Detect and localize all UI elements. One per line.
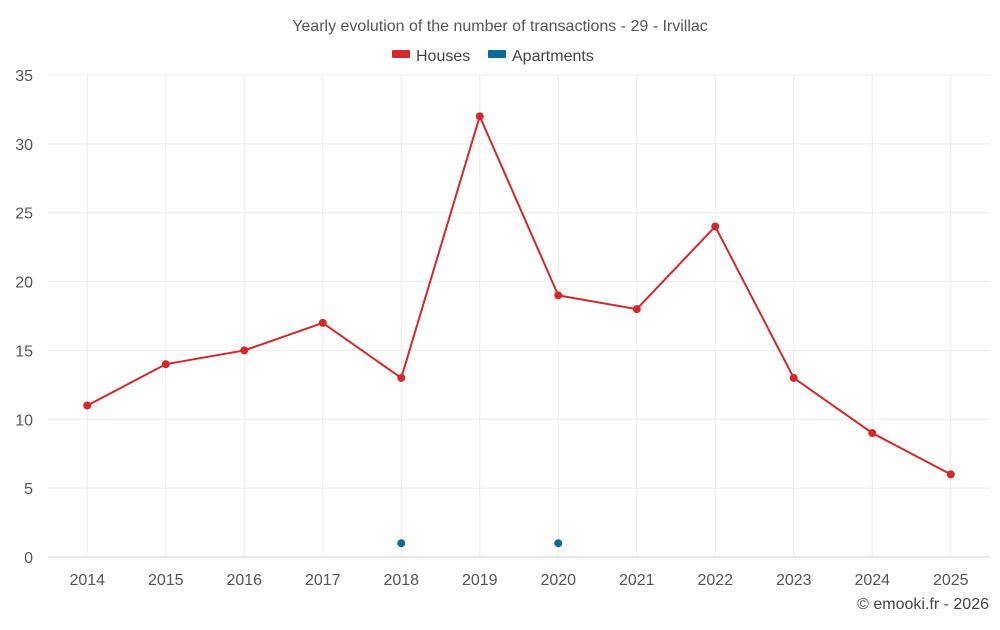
y-tick-label-0: 0 bbox=[24, 550, 33, 567]
legend-label-apartments: Apartments bbox=[512, 48, 594, 65]
x-tick-label-2015: 2015 bbox=[148, 572, 184, 589]
x-tick-label-2017: 2017 bbox=[305, 572, 341, 589]
legend-label-houses: Houses bbox=[416, 48, 470, 65]
y-tick-label-10: 10 bbox=[15, 412, 33, 429]
y-tick-label-30: 30 bbox=[15, 137, 33, 154]
data-point-houses-2015[interactable] bbox=[161, 360, 170, 369]
data-point-houses-2023[interactable] bbox=[789, 373, 798, 382]
data-point-houses-2020[interactable] bbox=[554, 291, 563, 300]
legend: Houses Apartments bbox=[392, 48, 594, 65]
legend-swatch-apartments bbox=[488, 50, 506, 58]
data-point-apartments-2020[interactable] bbox=[554, 539, 563, 548]
series-line-houses bbox=[86, 115, 952, 476]
x-tick-label-2023: 2023 bbox=[776, 572, 812, 589]
y-tick-label-5: 5 bbox=[24, 481, 33, 498]
series-layer bbox=[83, 112, 955, 548]
x-tick-label-2019: 2019 bbox=[462, 572, 498, 589]
x-tick-label-2018: 2018 bbox=[383, 572, 419, 589]
x-tick-label-2024: 2024 bbox=[854, 572, 890, 589]
y-tick-label-35: 35 bbox=[15, 68, 33, 85]
data-point-houses-2019[interactable] bbox=[475, 112, 484, 121]
y-tick-label-25: 25 bbox=[15, 206, 33, 223]
data-point-houses-2018[interactable] bbox=[397, 373, 406, 382]
x-tick-label-2022: 2022 bbox=[697, 572, 733, 589]
credit-text: © emooki.fr - 2026 bbox=[857, 596, 989, 613]
data-point-houses-2025[interactable] bbox=[946, 470, 955, 479]
legend-item-apartments[interactable]: Apartments bbox=[488, 48, 594, 65]
y-tick-label-15: 15 bbox=[15, 343, 33, 360]
data-point-houses-2021[interactable] bbox=[632, 305, 641, 314]
data-point-houses-2014[interactable] bbox=[83, 401, 92, 410]
legend-item-houses[interactable]: Houses bbox=[392, 48, 470, 65]
x-axis: 2014 2015 2016 2017 2018 2019 2020 2021 2022 2023… bbox=[69, 572, 968, 589]
y-tick-label-20: 20 bbox=[15, 275, 33, 292]
data-point-houses-2024[interactable] bbox=[868, 429, 877, 438]
y-axis: 0 5 10 15 20 25 30 35 bbox=[15, 68, 33, 567]
data-point-apartments-2018[interactable] bbox=[397, 539, 406, 548]
chart-title: Yearly evolution of the number of transa… bbox=[292, 18, 708, 35]
data-point-houses-2022[interactable] bbox=[711, 222, 720, 231]
data-point-houses-2017[interactable] bbox=[318, 318, 327, 327]
data-point-houses-2016[interactable] bbox=[240, 346, 249, 355]
x-tick-label-2014: 2014 bbox=[69, 572, 105, 589]
legend-swatch-houses bbox=[392, 50, 410, 58]
x-tick-label-2020: 2020 bbox=[540, 572, 576, 589]
grid bbox=[48, 74, 990, 558]
x-tick-label-2016: 2016 bbox=[226, 572, 262, 589]
x-tick-label-2021: 2021 bbox=[619, 572, 655, 589]
x-tick-label-2025: 2025 bbox=[933, 572, 969, 589]
